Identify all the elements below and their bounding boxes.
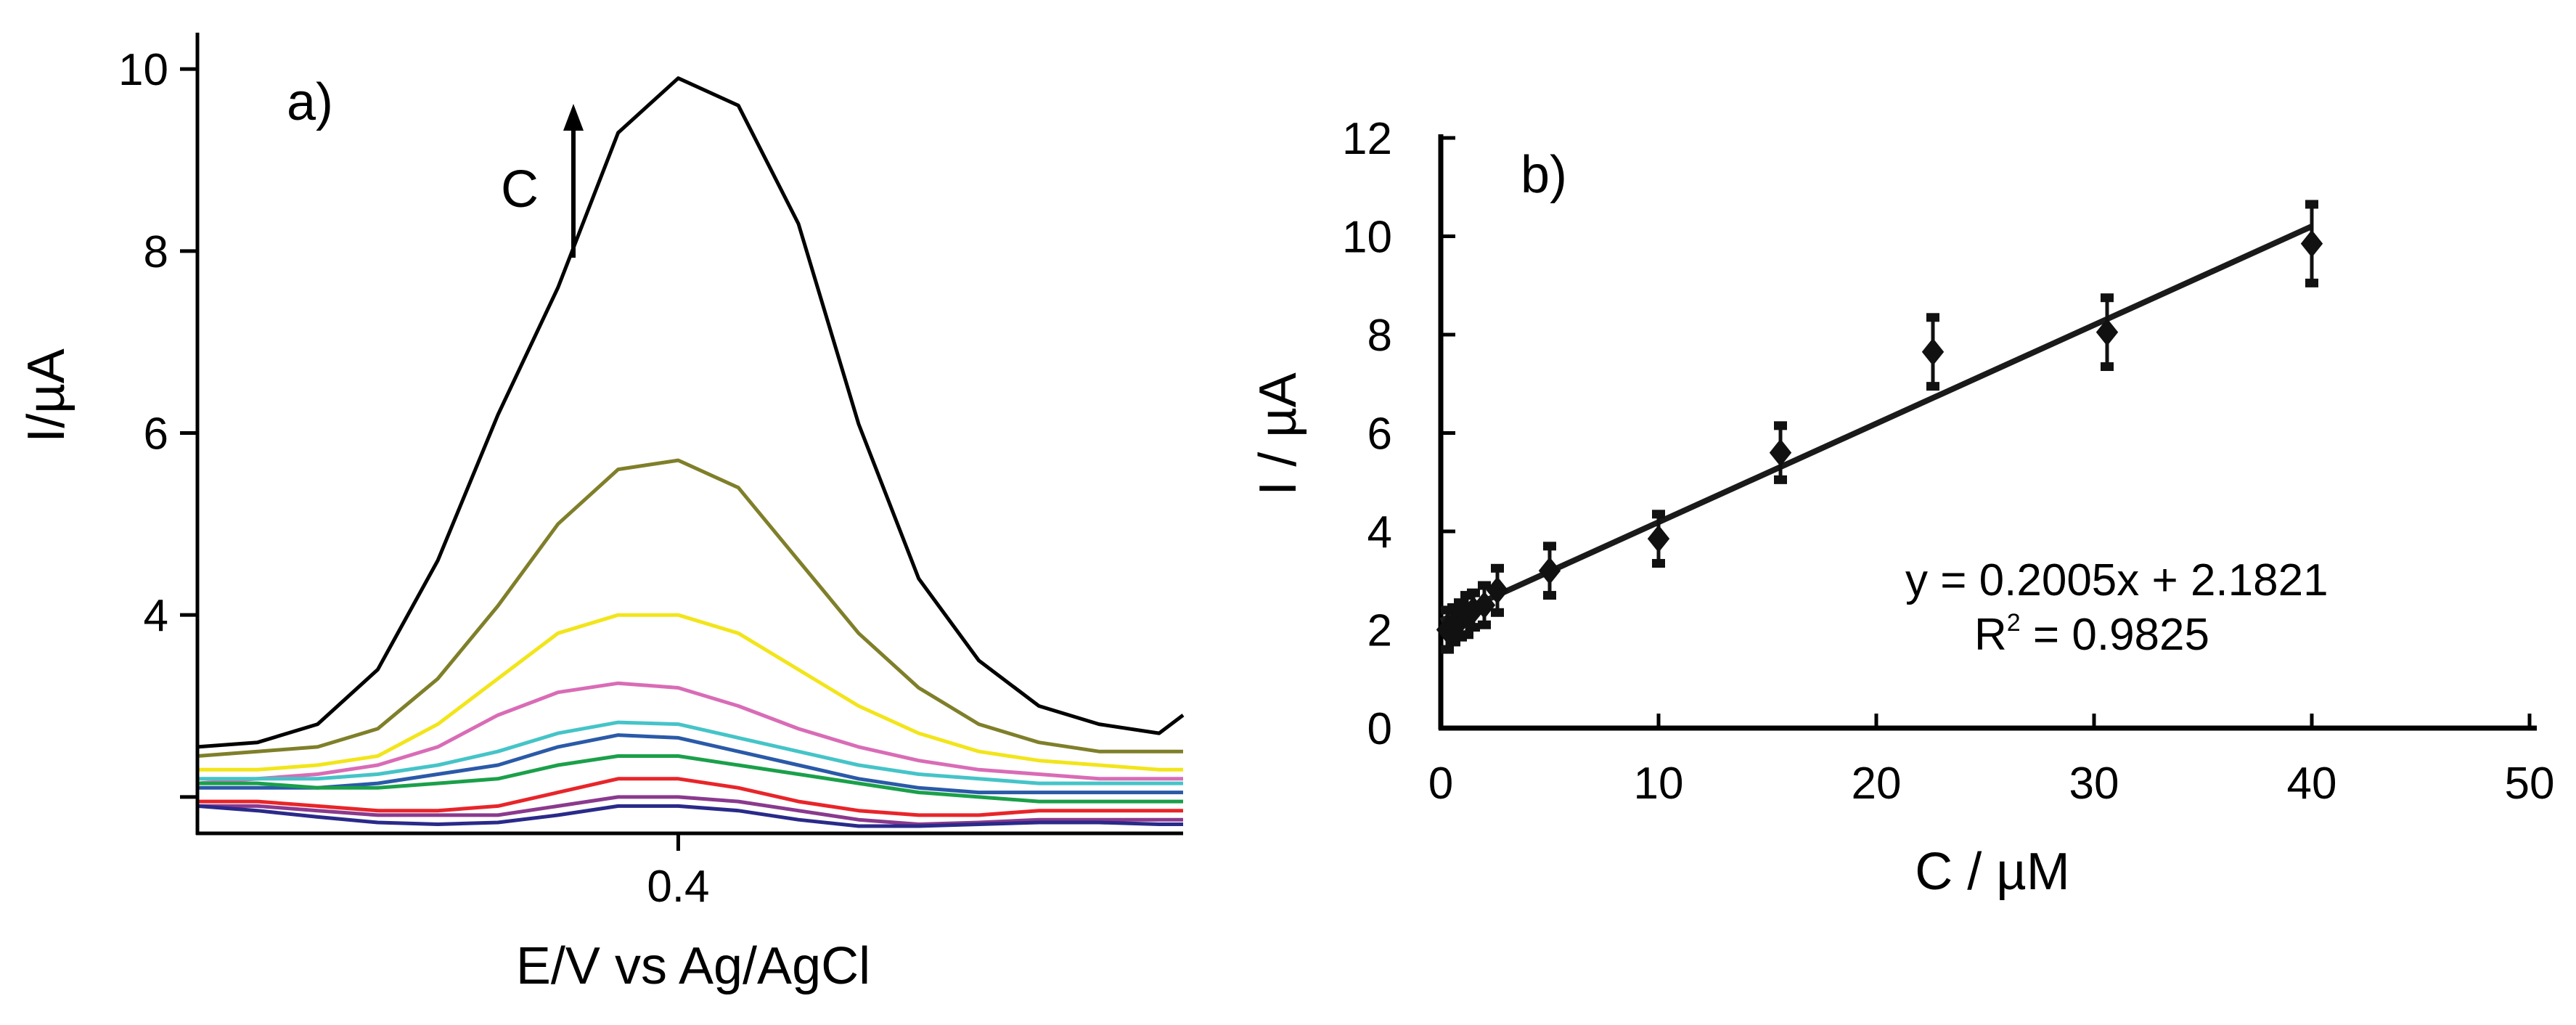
panel-b-x-ticks: 0 10 20 30 40 50 [1428, 714, 2555, 809]
error-bar-cap [1478, 620, 1491, 629]
error-bar-cap [1467, 588, 1480, 597]
error-bar-cap [1926, 382, 1939, 391]
panel-b-y-tick-label: 0 [1367, 704, 1392, 754]
data-point [1647, 510, 1670, 568]
panel-b-x-tick-label: 50 [2505, 759, 2555, 809]
diamond-marker [1647, 525, 1670, 553]
panel-b-x-tick-label: 20 [1852, 759, 1902, 809]
panel-a-series-line [197, 681, 1183, 785]
r-squared-r: R [1974, 610, 2007, 660]
panel-a-series-line [197, 76, 1185, 749]
error-bar-cap [1454, 598, 1467, 608]
panel-a-x-ticks: 0.4 [647, 833, 710, 912]
panel-b-y-ticks: 0 2 4 6 8 10 12 [1342, 114, 1455, 754]
panel-b-x-label: C / µM [1915, 843, 2069, 901]
panel-b-y-tick-label: 4 [1367, 507, 1392, 558]
panel-b-y-tick-label: 6 [1367, 409, 1392, 460]
data-point [1486, 563, 1509, 617]
arrow-head-icon [563, 104, 584, 131]
error-bar-cap [2305, 200, 2318, 209]
panel-a-series-line [197, 804, 1183, 828]
panel-a-y-tick-label: 8 [144, 227, 168, 277]
panel-b-label: b) [1521, 146, 1567, 204]
data-point [1473, 581, 1496, 629]
panel-a: 4 6 8 10 0.4 a) C E/V vs Ag/AgCl I/µA [17, 33, 1185, 995]
error-bar-cap [1491, 563, 1504, 573]
panel-a-series-line [197, 777, 1183, 817]
data-point [2095, 293, 2119, 372]
panel-b-y-tick-label: 10 [1342, 213, 1392, 263]
panel-a-series-line [197, 720, 1183, 785]
error-bar-cap [2101, 362, 2114, 372]
panel-b-x-tick-label: 10 [1634, 759, 1684, 809]
error-bar-cap [1774, 421, 1787, 430]
panel-a-y-tick-label: 4 [144, 591, 168, 641]
diamond-marker [1473, 591, 1496, 619]
data-point [1769, 421, 1792, 484]
panel-b-x-tick-label: 30 [2069, 759, 2119, 809]
panel-b-x-tick-label: 40 [2287, 759, 2337, 809]
panel-b-y-tick-label: 2 [1367, 606, 1392, 656]
data-point [2300, 200, 2323, 287]
error-bar-cap [2101, 293, 2114, 303]
r-squared-label: R2 = 0.9825 [1974, 609, 2209, 660]
panel-a-series-line [197, 613, 1183, 772]
panel-a-y-label: I/µA [17, 348, 75, 443]
error-bar-cap [1652, 559, 1665, 568]
panel-a-y-tick-label: 6 [144, 409, 168, 460]
panel-a-series-line [197, 795, 1183, 826]
error-bar-cap [1774, 475, 1787, 484]
diamond-marker [2095, 318, 2119, 346]
panel-a-series-line [197, 458, 1183, 758]
regression-equation: y = 0.2005x + 2.1821 [1905, 555, 2328, 605]
arrow-annotation: C [501, 160, 539, 219]
panel-b-y-tick-label: 12 [1342, 114, 1392, 164]
panel-b-y-tick-label: 8 [1367, 311, 1392, 361]
concentration-arrow [563, 104, 584, 258]
r-squared-value: = 0.9825 [2021, 610, 2209, 660]
error-bar-cap [1491, 608, 1504, 617]
r-squared-superscript: 2 [2007, 609, 2021, 637]
panel-a-x-label: E/V vs Ag/AgCl [516, 937, 870, 995]
diamond-marker [2300, 229, 2323, 258]
error-bar-cap [1926, 313, 1939, 322]
error-bar-cap [1467, 623, 1480, 632]
panel-b-points [1436, 200, 2323, 654]
panel-a-y-ticks: 4 6 8 10 [118, 45, 197, 799]
panel-a-series-line [197, 754, 1183, 804]
error-bar-cap [1478, 581, 1491, 590]
error-bar-cap [1460, 630, 1473, 640]
diamond-marker [1486, 576, 1509, 605]
error-bar-cap [1543, 591, 1556, 600]
diamond-marker [1921, 338, 1945, 366]
diamond-marker [1769, 438, 1792, 467]
panel-a-y-tick-label: 10 [118, 45, 168, 95]
diamond-marker [1538, 557, 1561, 585]
error-bar-cap [1441, 645, 1454, 654]
panel-b-x-tick-label: 0 [1428, 759, 1453, 809]
panel-b: 0 2 4 6 8 10 12 0 10 20 30 40 50 b) y = 0.2005x + 2… [1249, 114, 2554, 901]
panel-a-series-line [197, 733, 1183, 795]
error-bar-cap [1543, 542, 1556, 551]
data-point [1921, 313, 1945, 391]
panel-a-x-tick-label: 0.4 [647, 862, 709, 912]
error-bar-cap [2305, 278, 2318, 287]
panel-a-label: a) [287, 73, 333, 131]
error-bar-cap [1652, 510, 1665, 519]
regression-line [1439, 224, 2313, 624]
data-point [1538, 542, 1561, 600]
panel-b-y-label: I / µA [1249, 372, 1307, 496]
panel-a-curves [197, 76, 1185, 828]
